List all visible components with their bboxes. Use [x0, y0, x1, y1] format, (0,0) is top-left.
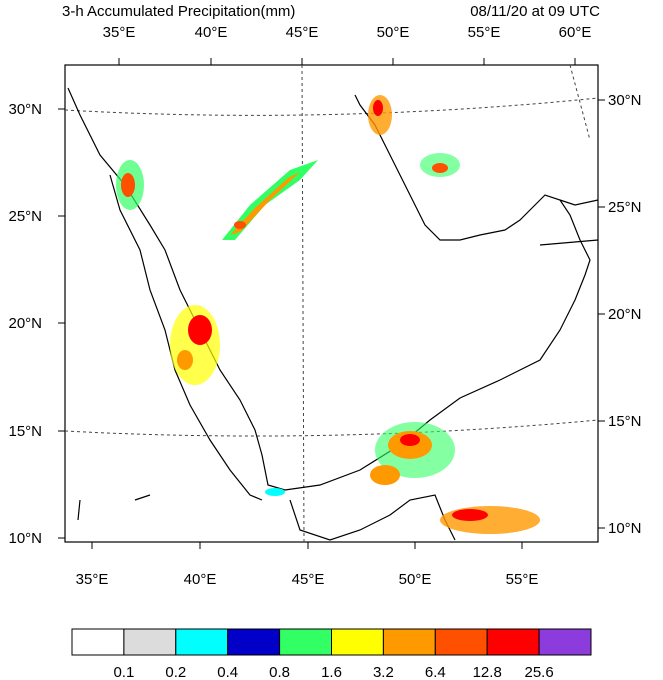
- right-lat-label: 20°N: [608, 306, 642, 323]
- top-lon-label: 50°E: [377, 24, 410, 41]
- coastline: [109, 174, 263, 501]
- colorbar-label: 0.8: [269, 664, 290, 680]
- colorbar-label: 0.4: [217, 664, 238, 680]
- meridian-60e: [569, 64, 591, 141]
- left-lat-label: 10°N: [8, 530, 42, 547]
- coastline: [77, 494, 456, 541]
- map-panel: [64, 64, 599, 543]
- colorbar: 0.1 0.2 0.4 0.8 1.6 3.2 6.4 12.8 25.6: [71, 628, 592, 680]
- right-lat-label: 30°N: [608, 92, 642, 109]
- meridian-45e: [301, 64, 305, 543]
- right-lat-label: 25°N: [608, 199, 642, 216]
- colorbar-swatch: [331, 628, 384, 656]
- left-lat-label: 25°N: [8, 208, 42, 225]
- colorbar-swatch: [486, 628, 540, 656]
- colorbar-label: 3.2: [373, 664, 394, 680]
- colorbar-label: 1.6: [321, 664, 342, 680]
- colorbar-label: 6.4: [425, 664, 446, 680]
- colorbar-swatch: [71, 628, 125, 656]
- bottom-lon-label: 55°E: [506, 571, 539, 588]
- bottom-lon-label: 40°E: [184, 571, 217, 588]
- right-lat-label: 10°N: [608, 520, 642, 537]
- valid-time: 08/11/20 at 09 UTC: [470, 3, 600, 20]
- bottom-lon-label: 50°E: [399, 571, 432, 588]
- colorbar-label: 25.6: [524, 664, 553, 680]
- map-frame: [64, 64, 599, 543]
- colorbar-swatch: [382, 628, 436, 656]
- left-lat-label: 20°N: [8, 315, 42, 332]
- top-lon-label: 40°E: [195, 24, 228, 41]
- colorbar-label: 0.1: [113, 664, 134, 680]
- axis-labels: 35°E 40°E 45°E 50°E 55°E 60°E 35°E 40°E 45°E 50°E…: [8, 24, 641, 588]
- colorbar-swatch: [279, 628, 333, 656]
- top-lon-label: 35°E: [103, 24, 136, 41]
- title: 3-h Accumulated Precipitation(mm): [62, 3, 295, 20]
- top-lon-label: 45°E: [286, 24, 319, 41]
- colorbar-swatch: [175, 628, 229, 656]
- colorbar-swatch: [123, 628, 177, 656]
- colorbar-swatch: [434, 628, 488, 656]
- colorbar-label: 12.8: [473, 664, 502, 680]
- top-lon-label: 60°E: [559, 24, 592, 41]
- right-lat-label: 15°N: [608, 413, 642, 430]
- colorbar-label: 0.2: [165, 664, 186, 680]
- colorbar-swatch: [227, 628, 281, 656]
- coastline: [539, 199, 599, 246]
- left-lat-label: 30°N: [8, 101, 42, 118]
- top-lon-label: 55°E: [468, 24, 501, 41]
- parallel-15n: [64, 419, 599, 437]
- bottom-lon-label: 35°E: [76, 571, 109, 588]
- parallel-30n: [64, 97, 599, 116]
- colorbar-swatch: [538, 628, 592, 656]
- bottom-lon-label: 45°E: [292, 571, 325, 588]
- left-lat-label: 15°N: [8, 423, 42, 440]
- precipitation: [116, 95, 540, 534]
